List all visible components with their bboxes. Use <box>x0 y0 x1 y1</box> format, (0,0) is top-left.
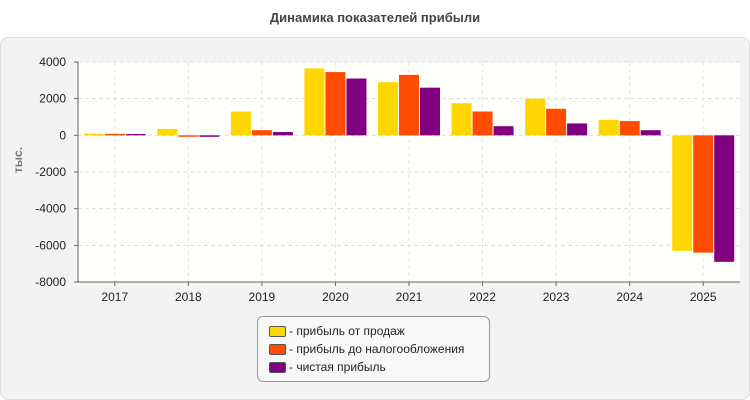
legend-item-net-profit: - чистая прибыль <box>269 358 489 376</box>
bar <box>672 135 693 251</box>
x-tick-label: 2022 <box>469 290 496 304</box>
y-tick-label: -8000 <box>35 275 66 289</box>
legend-swatch <box>269 343 286 355</box>
bar <box>378 82 398 136</box>
bar <box>714 135 735 262</box>
y-tick-label: 2000 <box>39 92 66 106</box>
bar <box>83 133 104 136</box>
legend-label: - прибыль от продаж <box>289 324 405 338</box>
x-tick-label: 2017 <box>101 290 128 304</box>
legend-swatch <box>269 361 286 373</box>
x-tick-label: 2020 <box>322 290 349 304</box>
x-tick-label: 2023 <box>543 290 570 304</box>
bar <box>525 98 546 136</box>
bar <box>178 135 199 137</box>
x-tick-label: 2021 <box>396 290 423 304</box>
y-axis-title: тыс. <box>11 147 25 173</box>
bar <box>640 130 661 136</box>
legend-swatch <box>269 325 286 337</box>
bar <box>493 126 514 136</box>
bar <box>272 132 293 136</box>
bar <box>399 74 419 136</box>
bar <box>157 128 178 136</box>
y-tick-label: -6000 <box>35 238 66 252</box>
legend-item-pretax-profit: - прибыль до налогообложения <box>269 340 489 358</box>
legend-item-sales-profit: - прибыль от продаж <box>269 322 489 340</box>
bar <box>420 87 440 136</box>
y-tick-label: 4000 <box>39 55 66 69</box>
bar <box>546 108 567 136</box>
legend-label: - чистая прибыль <box>289 360 386 374</box>
bar <box>125 134 146 136</box>
bar <box>199 135 220 137</box>
legend-label: - прибыль до налогообложения <box>289 342 465 356</box>
bar <box>619 121 640 136</box>
chart-title: Динамика показателей прибыли <box>269 10 481 25</box>
y-tick-label: -4000 <box>35 202 66 216</box>
x-tick-label: 2025 <box>690 290 717 304</box>
bar <box>472 111 493 136</box>
bar <box>693 135 714 253</box>
x-tick-label: 2018 <box>175 290 202 304</box>
bar <box>567 123 588 136</box>
bar <box>251 130 272 136</box>
bar <box>451 103 472 136</box>
chart-legend: - прибыль от продаж - прибыль до налогоо… <box>257 316 490 382</box>
y-tick-label: -2000 <box>35 165 66 179</box>
y-tick-label: 0 <box>59 128 66 142</box>
bar <box>598 119 619 136</box>
bar <box>104 133 125 136</box>
bar <box>230 111 251 136</box>
bar <box>304 68 325 136</box>
x-tick-label: 2024 <box>616 290 643 304</box>
x-tick-label: 2019 <box>249 290 276 304</box>
bar <box>346 78 367 136</box>
bar <box>325 72 346 136</box>
